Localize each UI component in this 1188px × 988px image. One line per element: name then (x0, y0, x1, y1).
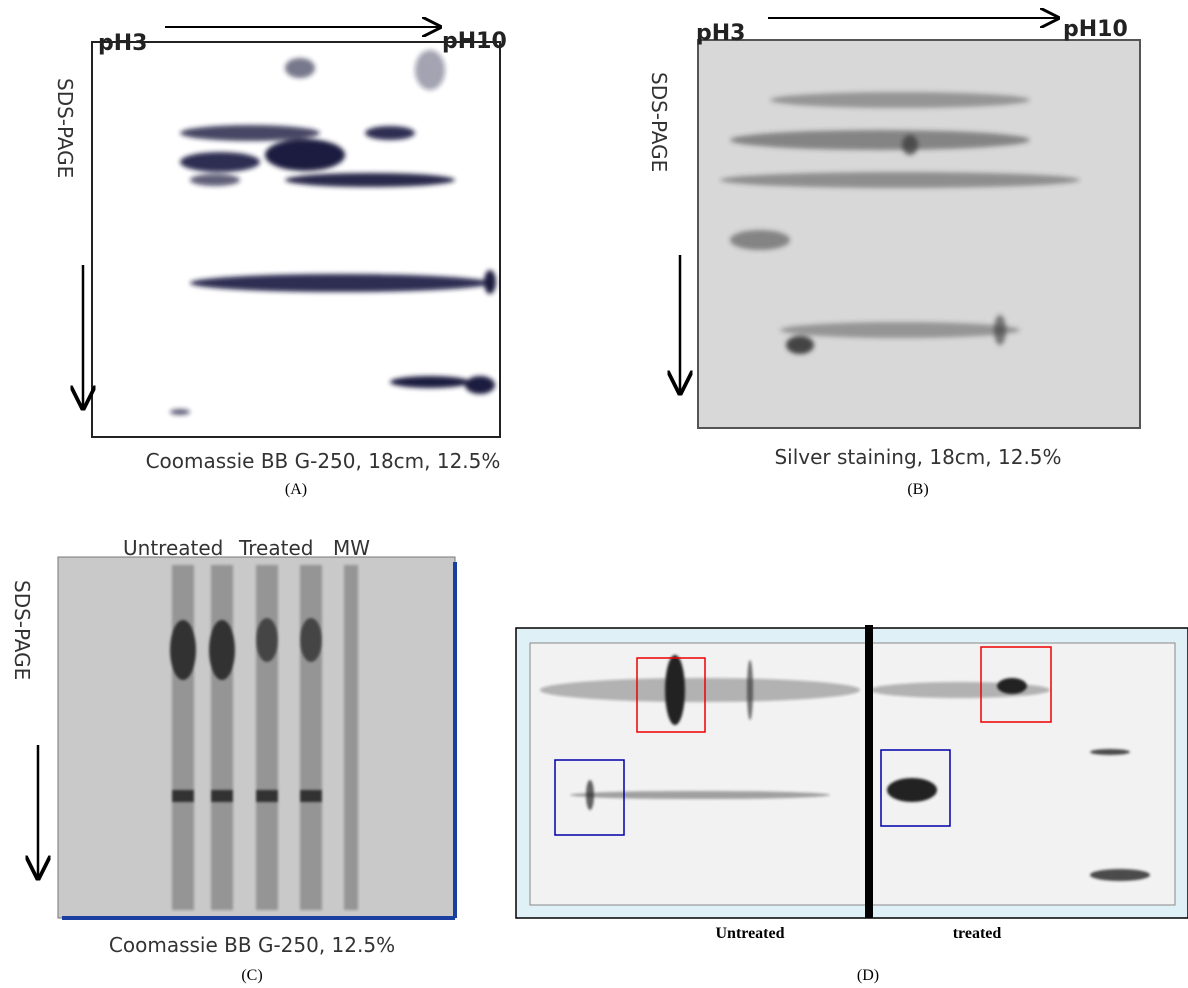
axis-label: SDS-PAGE (53, 78, 77, 178)
panel-label: (C) (241, 967, 262, 984)
gel (91, 41, 501, 438)
lane-label: MW (333, 536, 370, 560)
spots (720, 92, 1080, 354)
axis-label: SDS-PAGE (647, 72, 671, 172)
ph-end: pH10 (1063, 17, 1128, 42)
lane-label: Treated (238, 536, 313, 560)
ph-start: pH3 (696, 21, 745, 46)
panel-c: Untreated Treated MW SDS-PAGE Coomassie … (10, 536, 457, 984)
panel-a: pH3 pH10 SDS-PAGE Coomassie BB G-250, 18… (53, 27, 507, 498)
caption: Coomassie BB G-250, 12.5% (109, 933, 395, 957)
panel-label: (A) (285, 481, 307, 498)
panel-d: Untreated treated (D) (515, 625, 1188, 984)
lane-label: Untreated (123, 536, 223, 560)
panel-label: (D) (857, 967, 879, 984)
spots (540, 655, 1150, 881)
caption: Silver staining, 18cm, 12.5% (774, 445, 1061, 469)
ph-end: pH10 (442, 29, 507, 54)
panel-label: (B) (907, 481, 928, 498)
group-label: Untreated (715, 925, 784, 942)
group-label: treated (953, 925, 1002, 942)
lanes (170, 565, 358, 910)
panel-b: pH3 pH10 SDS-PAGE Silver staining, 18cm,… (647, 17, 1141, 498)
axis-label: SDS-PAGE (10, 580, 34, 680)
spots (170, 50, 496, 415)
caption: Coomassie BB G-250, 18cm, 12.5% (146, 449, 501, 473)
ph-start: pH3 (98, 31, 147, 56)
